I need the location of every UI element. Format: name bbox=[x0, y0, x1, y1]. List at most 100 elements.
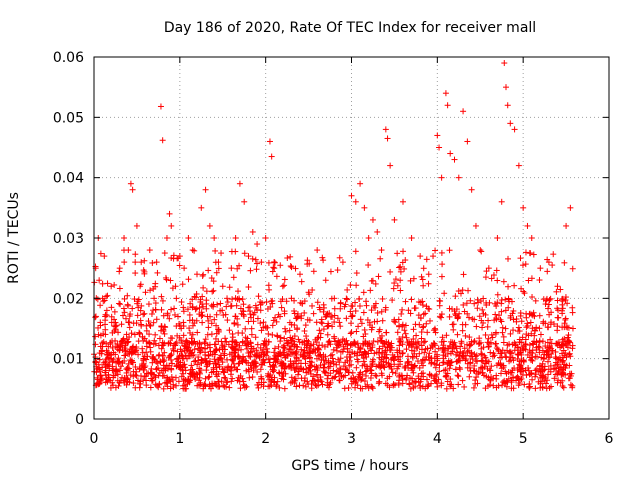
data-point bbox=[426, 350, 433, 357]
data-point bbox=[434, 357, 441, 364]
data-point bbox=[224, 295, 231, 302]
x-tick-label: 4 bbox=[433, 431, 442, 447]
data-point bbox=[307, 349, 314, 356]
data-point bbox=[252, 364, 259, 371]
data-point bbox=[436, 144, 443, 151]
data-point bbox=[204, 331, 211, 338]
data-point bbox=[109, 344, 116, 351]
data-point bbox=[140, 355, 147, 362]
data-point bbox=[116, 367, 123, 374]
data-point bbox=[567, 339, 574, 346]
data-point bbox=[195, 357, 202, 364]
data-point bbox=[314, 346, 321, 353]
data-point bbox=[121, 235, 128, 241]
data-point bbox=[327, 268, 334, 275]
data-point bbox=[375, 273, 382, 280]
data-point bbox=[161, 349, 168, 356]
data-point bbox=[502, 368, 509, 375]
data-point bbox=[302, 322, 309, 329]
data-point bbox=[362, 330, 369, 337]
data-point bbox=[536, 277, 543, 284]
data-point bbox=[330, 346, 337, 353]
data-point bbox=[215, 328, 222, 335]
data-point bbox=[231, 353, 238, 360]
data-point bbox=[295, 368, 302, 375]
data-point bbox=[309, 287, 316, 294]
data-point bbox=[257, 307, 264, 314]
data-point bbox=[498, 370, 505, 377]
data-point bbox=[344, 296, 351, 303]
data-point bbox=[282, 370, 289, 377]
data-point bbox=[112, 384, 119, 391]
data-point bbox=[379, 295, 386, 302]
data-point bbox=[465, 314, 472, 321]
data-point bbox=[196, 370, 203, 377]
data-point bbox=[218, 250, 225, 257]
data-point bbox=[442, 345, 449, 352]
data-point bbox=[185, 353, 192, 360]
data-point bbox=[522, 261, 529, 268]
data-point bbox=[537, 384, 544, 391]
data-point bbox=[110, 356, 117, 363]
data-point bbox=[117, 363, 124, 370]
data-point bbox=[444, 102, 451, 109]
data-point bbox=[153, 259, 160, 266]
data-point bbox=[190, 351, 197, 358]
data-point bbox=[319, 381, 326, 388]
data-point bbox=[334, 315, 341, 322]
data-point bbox=[365, 262, 372, 269]
data-point bbox=[146, 247, 153, 254]
data-point bbox=[524, 351, 531, 358]
data-point bbox=[480, 310, 487, 317]
data-point bbox=[567, 381, 574, 388]
data-point bbox=[427, 345, 434, 352]
data-point bbox=[555, 314, 562, 321]
data-point bbox=[554, 361, 561, 368]
data-point bbox=[455, 381, 462, 388]
data-point bbox=[129, 359, 136, 366]
data-point bbox=[164, 380, 171, 387]
data-point bbox=[159, 297, 166, 304]
data-point bbox=[213, 322, 220, 329]
data-point bbox=[531, 332, 538, 339]
data-point bbox=[100, 298, 107, 305]
data-point bbox=[511, 126, 518, 133]
data-point bbox=[187, 329, 194, 336]
data-point bbox=[494, 346, 501, 353]
data-point bbox=[392, 319, 399, 326]
data-point bbox=[205, 374, 212, 381]
data-point bbox=[213, 368, 220, 375]
data-point bbox=[224, 299, 231, 306]
data-point bbox=[452, 366, 459, 373]
data-point bbox=[379, 349, 386, 356]
data-point bbox=[212, 358, 219, 365]
data-point bbox=[306, 345, 313, 352]
data-point bbox=[219, 307, 226, 314]
data-point bbox=[544, 358, 551, 365]
data-point bbox=[363, 302, 370, 309]
data-point bbox=[293, 349, 300, 356]
data-point bbox=[421, 349, 428, 356]
data-point bbox=[449, 306, 456, 313]
data-point bbox=[500, 278, 507, 285]
data-point bbox=[202, 352, 209, 359]
data-point bbox=[432, 348, 439, 355]
data-point bbox=[425, 271, 432, 278]
data-point bbox=[519, 345, 526, 352]
data-point bbox=[227, 371, 234, 378]
data-point bbox=[431, 373, 438, 380]
data-point bbox=[291, 341, 298, 348]
data-point bbox=[221, 374, 228, 381]
data-point bbox=[158, 293, 165, 300]
data-point bbox=[116, 285, 123, 292]
data-point bbox=[500, 333, 507, 340]
data-point bbox=[152, 381, 159, 388]
data-point bbox=[102, 358, 109, 365]
data-point bbox=[426, 317, 433, 324]
data-point bbox=[411, 362, 418, 369]
data-point bbox=[144, 353, 151, 360]
data-point bbox=[249, 255, 256, 262]
data-point bbox=[119, 359, 126, 366]
data-point bbox=[517, 255, 524, 262]
data-point bbox=[206, 373, 213, 380]
